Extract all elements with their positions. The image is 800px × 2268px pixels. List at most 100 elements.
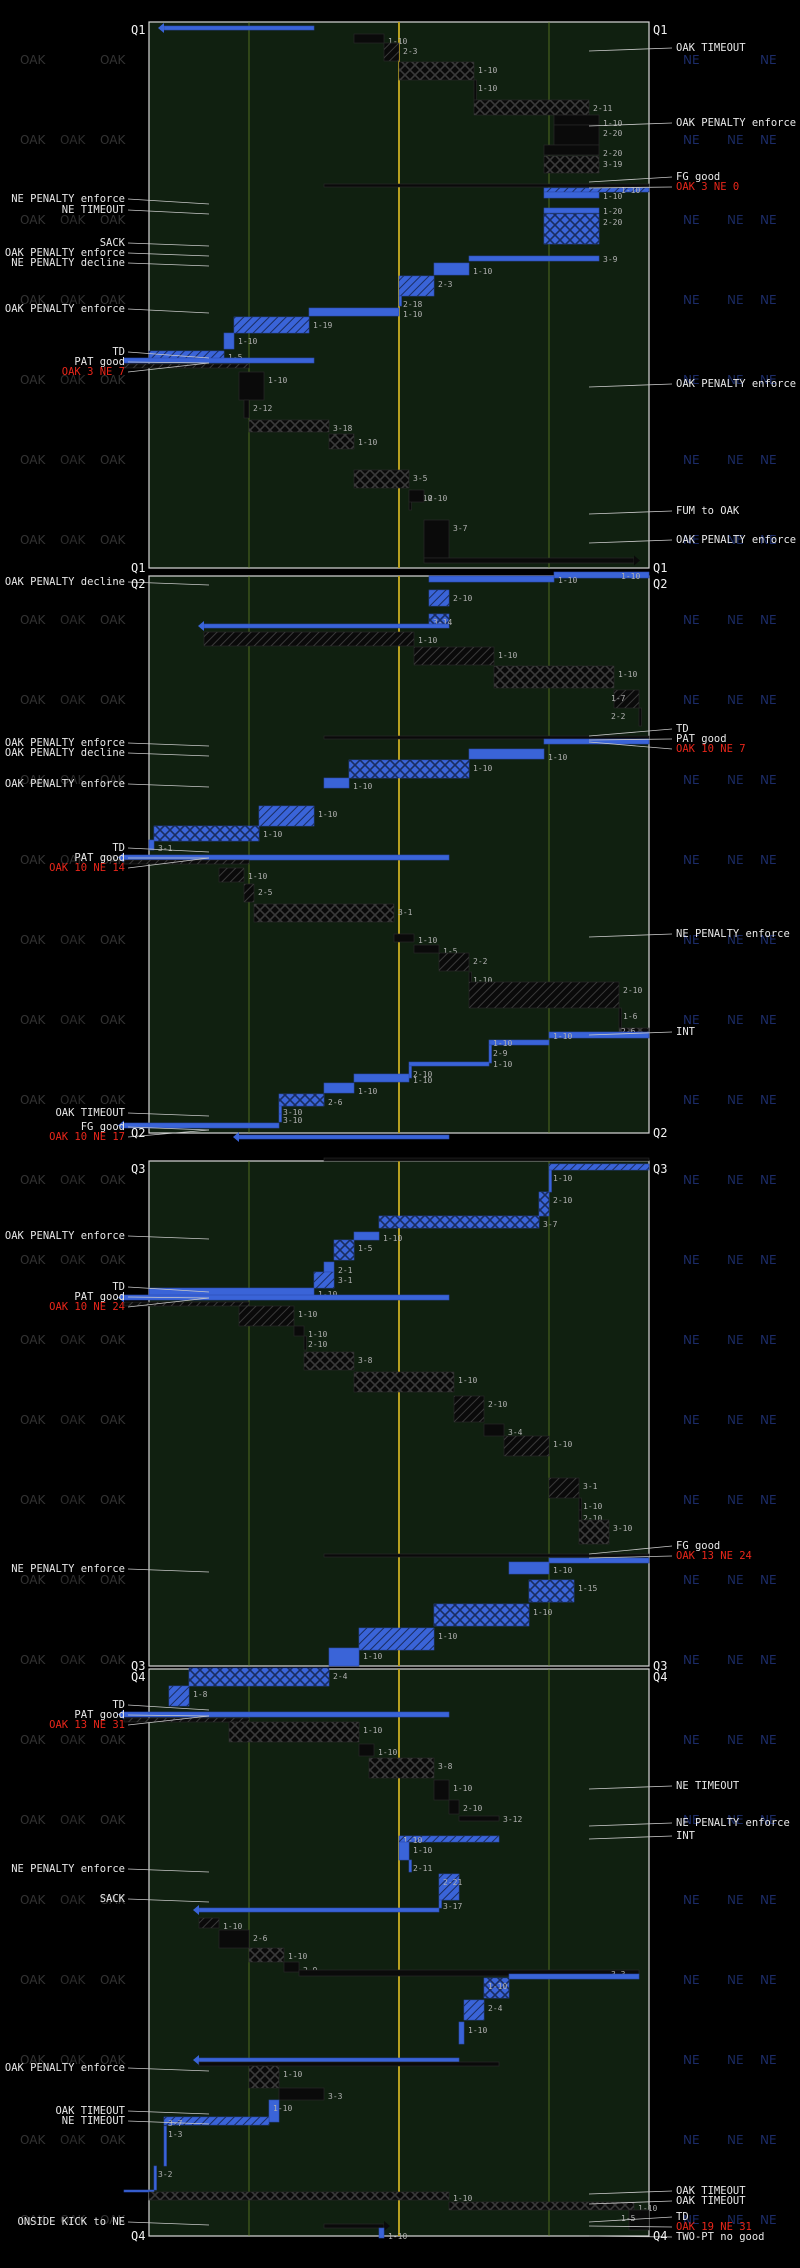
watermark-ne: NE: [683, 1573, 700, 1587]
play-52: 3-1: [148, 839, 173, 853]
watermark-oak: OAK: [20, 1813, 46, 1827]
quarter-label-q4: Q4: [131, 1670, 145, 1684]
watermark-oak: OAK: [60, 853, 86, 867]
ne-play-bar: [163, 25, 315, 31]
event-20: OAK 10 NE 7: [588, 741, 746, 755]
play-54: [123, 859, 250, 865]
play-94: 2-10: [453, 1395, 507, 1423]
event-label: SACK: [100, 1893, 126, 1905]
quarter-label-q3: Q3: [131, 1162, 145, 1176]
oak-play-bar: [473, 79, 477, 101]
watermark-ne: NE: [760, 293, 777, 307]
watermark-oak: OAK: [60, 2213, 86, 2227]
down-distance-label: 2-4: [488, 2004, 503, 2013]
play-bar-texture: [314, 1272, 334, 1288]
play-105: 1-10: [433, 1603, 552, 1627]
down-distance-label: 1-10: [553, 1032, 572, 1041]
watermark-oak: OAK: [20, 1573, 46, 1587]
play-bar-texture: [279, 1094, 324, 1106]
down-distance-label: 1-10: [263, 830, 282, 839]
team-watermarks: OAK OAK NE NE OAK OAK NE NE OAK OAK NE NE OAK OAK NE NE…: [20, 53, 777, 2227]
leader-line: [588, 933, 673, 938]
down-distance-label: 1-10: [638, 2204, 657, 2213]
play-bar-texture: [229, 1722, 359, 1742]
play-137: 1-10: [268, 2099, 292, 2123]
oak-play-bar: [553, 114, 600, 126]
ne-play-bar: [543, 207, 600, 214]
event-label: INT: [676, 1026, 696, 1038]
plays: 1-102-31-101-102-111-102-202-203-191-101…: [118, 23, 657, 2241]
watermark-ne: NE: [683, 1893, 700, 1907]
watermark-ne: NE: [760, 373, 777, 387]
leader-line: [588, 1555, 673, 1559]
play-bar-texture: [369, 1758, 434, 1778]
play-106: 1-10: [358, 1627, 457, 1651]
event-19: PAT good: [588, 733, 727, 745]
event-5: NE PENALTY enforce: [11, 193, 210, 205]
play-60: 2-2: [438, 952, 488, 972]
down-distance-label: 1-5: [358, 1244, 373, 1253]
event-51: OAK TIMEOUT: [588, 2195, 746, 2207]
play-arrow-left: [118, 1709, 124, 1720]
down-distance-label: 1-10: [468, 2026, 487, 2035]
down-distance-label: 2-4: [333, 1672, 348, 1681]
event-21: OAK PENALTY enforce: [5, 737, 210, 749]
down-distance-label: 1-15: [578, 1584, 597, 1593]
play-56: 2-5: [243, 883, 273, 903]
ne-play-bar: [148, 839, 155, 851]
play-113: 1-10: [358, 1743, 397, 1757]
watermark-ne: NE: [727, 1653, 744, 1667]
play-50: 1-10: [258, 805, 337, 827]
watermark-oak: OAK: [100, 1093, 126, 1107]
watermark-oak: OAK: [20, 2053, 46, 2067]
watermark-oak: OAK: [60, 1893, 86, 1907]
watermark-ne: NE: [683, 1973, 700, 1987]
watermark-oak: OAK: [60, 533, 86, 547]
event-11: TD: [112, 346, 210, 359]
play-bar-texture: [304, 1352, 354, 1370]
event-17: OAK PENALTY decline: [5, 576, 210, 588]
watermark-ne: NE: [683, 1413, 700, 1427]
leader-line: [588, 728, 673, 737]
down-distance-label: 3-17: [443, 1902, 462, 1911]
play-122: 3-17: [438, 1899, 462, 1911]
oak-play-bar: [393, 933, 415, 943]
ne-play-bar: [153, 2165, 157, 2191]
down-distance-label: 2-5: [258, 888, 273, 897]
event-26: OAK 10 NE 14: [49, 857, 210, 874]
leader-line: [588, 47, 673, 52]
event-47: OAK PENALTY enforce: [5, 2062, 210, 2074]
leader-line: [127, 308, 210, 314]
watermark-ne: NE: [760, 1653, 777, 1667]
leader-line: [588, 539, 673, 544]
event-23: OAK PENALTY enforce: [5, 778, 210, 790]
watermark-oak: OAK: [100, 1413, 126, 1427]
oak-play-bar: [638, 707, 642, 727]
watermark-ne: NE: [683, 133, 700, 147]
play-22: 1-10: [223, 332, 257, 350]
quarter-label-q1: Q1: [653, 23, 667, 37]
leader-line: [588, 186, 673, 189]
event-label: TWO-PT no good: [676, 2231, 765, 2243]
watermark-oak: OAK: [100, 1013, 126, 1027]
watermark-ne: NE: [727, 133, 744, 147]
ne-play-bar: [398, 295, 402, 307]
play-16: 3-9: [468, 255, 618, 264]
event-3: FG good: [588, 171, 720, 183]
leader-line: [127, 1715, 210, 1726]
oak-play-bar: [578, 1497, 582, 1511]
ne-play-bar: [323, 1261, 335, 1273]
down-distance-label: 1-10: [413, 1076, 432, 1085]
event-label: OAK PENALTY enforce: [676, 378, 796, 390]
down-distance-label: 1-10: [473, 976, 492, 985]
down-distance-label: 1-10: [603, 119, 622, 128]
score-label: OAK 3 NE 0: [676, 181, 739, 193]
watermark-oak: OAK: [20, 1173, 46, 1187]
watermark-ne: NE: [683, 53, 700, 67]
event-29: OAK TIMEOUT: [55, 1107, 210, 1119]
watermark-ne: NE: [727, 533, 744, 547]
watermark-ne: NE: [727, 613, 744, 627]
oak-play-bar: [298, 1969, 640, 1977]
down-distance-label: 3-1: [398, 908, 413, 917]
